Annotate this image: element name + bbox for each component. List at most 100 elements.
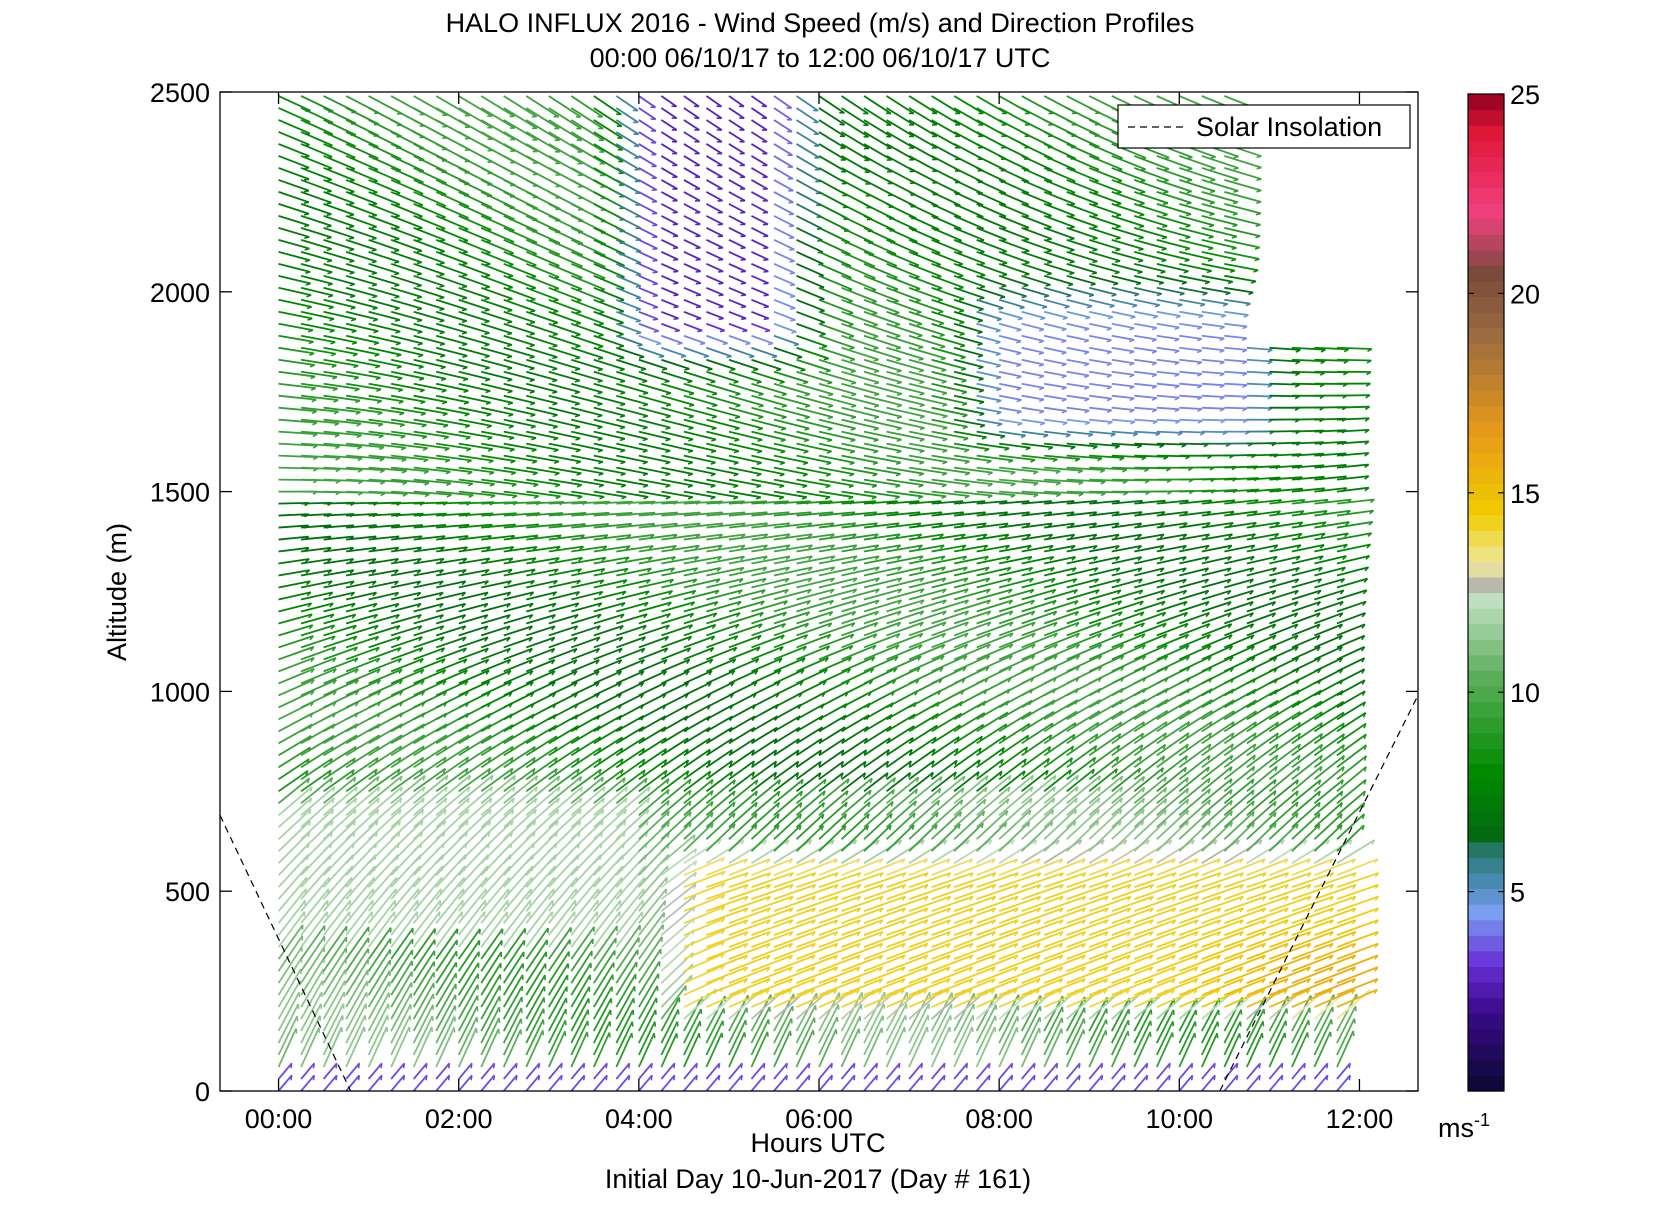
wind-barb bbox=[390, 1015, 412, 1056]
wind-barb-shaft bbox=[323, 513, 355, 517]
wind-barb-head bbox=[688, 415, 694, 419]
wind-barb bbox=[278, 635, 314, 649]
wind-barb-head bbox=[575, 322, 581, 326]
wind-barb-head bbox=[509, 437, 515, 441]
wind-barb-shaft bbox=[323, 734, 358, 757]
wind-barb-head bbox=[656, 342, 662, 346]
wind-barb-head bbox=[376, 388, 382, 392]
wind-barb-shaft bbox=[278, 613, 313, 625]
wind-barb-head bbox=[329, 777, 334, 783]
wind-barb bbox=[278, 646, 315, 661]
wind-barb-head bbox=[665, 403, 672, 407]
wind-barb-head bbox=[529, 356, 535, 359]
wind-barb bbox=[278, 203, 310, 216]
wind-barb-shaft bbox=[345, 1074, 360, 1091]
wind-barb bbox=[345, 958, 369, 996]
wind-barb bbox=[345, 768, 378, 793]
wind-barb-shaft bbox=[323, 107, 357, 125]
wind-barb bbox=[278, 591, 312, 601]
wind-barb-shaft bbox=[323, 203, 355, 216]
wind-barb-shaft bbox=[706, 298, 724, 308]
wind-barb-head bbox=[372, 603, 378, 608]
wind-barb bbox=[300, 310, 335, 322]
wind-barb-head bbox=[309, 352, 315, 356]
wind-barb-head bbox=[687, 380, 693, 384]
wind-barb-shaft bbox=[323, 346, 358, 356]
wind-barb-shaft bbox=[345, 745, 380, 769]
wind-barb-shaft bbox=[300, 394, 339, 402]
wind-barb-shaft bbox=[638, 310, 659, 320]
wind-barb-shaft bbox=[300, 1027, 320, 1068]
wind-barb bbox=[660, 251, 679, 261]
wind-barb-head bbox=[506, 900, 509, 906]
wind-barb-shaft bbox=[277, 797, 313, 828]
wind-barb bbox=[345, 624, 379, 637]
wind-barb-shaft bbox=[322, 1026, 343, 1068]
wind-barb-head bbox=[439, 262, 445, 265]
wind-barb-head bbox=[721, 1032, 724, 1038]
wind-barb-head bbox=[349, 569, 355, 575]
wind-barb bbox=[322, 797, 358, 828]
wind-barb-head bbox=[665, 877, 668, 883]
wind-barb-head bbox=[349, 580, 355, 586]
wind-barb-shaft bbox=[323, 131, 356, 148]
wind-barb bbox=[323, 298, 356, 310]
wind-barb-shaft bbox=[638, 346, 665, 358]
wind-barb-shaft bbox=[323, 215, 355, 228]
wind-barb-head bbox=[440, 354, 446, 358]
wind-barb-shaft bbox=[300, 119, 334, 135]
wind-barb bbox=[300, 191, 332, 205]
wind-barb-head bbox=[354, 668, 359, 674]
wind-barb-shaft bbox=[615, 215, 642, 229]
wind-barb-shaft bbox=[345, 958, 369, 996]
wind-barb-shaft bbox=[300, 797, 335, 828]
wind-barb-head bbox=[353, 365, 359, 369]
wind-barb-head bbox=[447, 1063, 451, 1069]
wind-barb-head bbox=[642, 403, 649, 407]
wind-barb bbox=[300, 613, 335, 625]
wind-barb bbox=[322, 980, 346, 1020]
wind-barb bbox=[278, 667, 315, 685]
wind-barb bbox=[300, 382, 338, 392]
wind-barb-shaft bbox=[300, 580, 333, 589]
wind-barb-shaft bbox=[278, 569, 310, 577]
wind-barb-head bbox=[665, 484, 671, 488]
wind-barb-shaft bbox=[300, 968, 325, 1008]
wind-barb-head bbox=[310, 690, 315, 696]
wind-barb-head bbox=[305, 271, 311, 275]
wind-barb-head bbox=[608, 1032, 611, 1038]
wind-barb-shaft bbox=[277, 899, 307, 936]
wind-barb bbox=[300, 777, 334, 804]
wind-barb-head bbox=[487, 436, 493, 441]
wind-barb-head bbox=[308, 624, 314, 630]
wind-barb-shaft bbox=[322, 925, 348, 960]
wind-barb-head bbox=[377, 786, 381, 792]
wind-barb-head bbox=[552, 333, 558, 337]
wind-barb-shaft bbox=[300, 1015, 321, 1056]
wind-barb-head bbox=[330, 353, 337, 357]
wind-barb-head bbox=[416, 307, 423, 311]
wind-barb bbox=[683, 239, 701, 250]
wind-barb bbox=[683, 274, 702, 285]
wind-barb bbox=[615, 251, 642, 265]
wind-barb bbox=[323, 668, 359, 685]
wind-barb-shaft bbox=[345, 911, 373, 948]
wind-barb-head bbox=[355, 690, 360, 696]
wind-barb-head bbox=[303, 212, 310, 216]
wind-barb-shaft bbox=[638, 191, 658, 203]
wind-barb bbox=[706, 334, 728, 346]
wind-barb-head bbox=[719, 329, 725, 333]
wind-barb-shaft bbox=[323, 679, 359, 697]
wind-barb-head bbox=[484, 297, 490, 301]
wind-barb-head bbox=[375, 646, 380, 652]
wind-barb bbox=[278, 274, 311, 286]
wind-barb-head bbox=[507, 298, 513, 301]
wind-barb-shaft bbox=[705, 839, 745, 864]
wind-barb-shaft bbox=[278, 430, 318, 436]
wind-barb-shaft bbox=[323, 382, 360, 390]
wind-barb-head bbox=[462, 355, 468, 358]
wind-barb-head bbox=[710, 461, 716, 465]
wind-barb-head bbox=[340, 1027, 343, 1033]
wind-barb bbox=[300, 624, 336, 637]
wind-barb-shaft bbox=[277, 946, 303, 984]
